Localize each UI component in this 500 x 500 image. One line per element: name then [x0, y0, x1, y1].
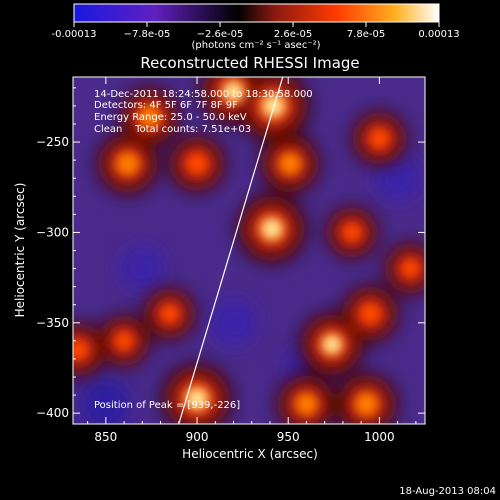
y-tick-label--300: −300: [36, 225, 69, 239]
chart-title: Reconstructed RHESSI Image: [140, 54, 359, 72]
info-energy-range: Energy Range: 25.0 - 50.0 keV: [94, 112, 247, 123]
colorbar-unit-label: (photons cm⁻² s⁻¹ asec⁻²): [191, 40, 320, 51]
source-mid-11: [369, 128, 390, 149]
y-axis-label: Heliocentric Y (arcsec): [13, 183, 27, 318]
source-mid-5: [138, 105, 162, 129]
plot-area: 850 900 950 1000 −250 −300 −350 −400: [36, 76, 426, 444]
source-core-2: [264, 221, 280, 237]
dim-region-0: [119, 245, 165, 292]
colorbar-tick-label-3: 2.6e-05: [274, 29, 312, 40]
info-detectors: Detectors: 4F 5F 6F 7F 8F 9F: [94, 100, 238, 111]
source-mid-17: [400, 259, 420, 279]
y-tick-label--250: −250: [36, 135, 69, 149]
colorbar: -0.00013 −7.8e-05 −2.6e-05 2.6e-05 7.8e-05 0.…: [52, 3, 460, 51]
colorbar-tick-label-4: 7.8e-05: [347, 29, 385, 40]
colorbar-gradient: [73, 3, 440, 23]
source-mid-7: [278, 152, 302, 176]
source-mid-16: [342, 222, 362, 242]
dim-region-2: [209, 299, 258, 347]
y-tick-label--350: −350: [36, 316, 69, 330]
source-mid-10: [294, 392, 318, 416]
source-mid-4: [115, 151, 140, 176]
source-mid-15: [160, 304, 180, 324]
source-mid-9: [354, 391, 379, 417]
source-core-0: [189, 390, 205, 407]
position-of-peak: Position of Peak = [939,-226]: [94, 400, 240, 411]
observation-info: 14-Dec-2011 18:24:58.000 to 18:30:58.000…: [94, 89, 313, 411]
x-tick-label-850: 850: [94, 430, 117, 444]
source-mid-14: [114, 331, 134, 351]
colorbar-tick-label-2: −2.6e-05: [197, 29, 244, 40]
footer-date: 18-Aug-2013 08:04: [399, 486, 496, 497]
solar-limb-line: [178, 77, 284, 424]
info-clean-counts: Clean Total counts: 7.51e+03: [94, 124, 251, 135]
colorbar-tick-label-5: 0.00013: [418, 29, 459, 40]
source-core-8: [325, 337, 339, 352]
source-core-1: [226, 84, 241, 99]
x-tick-label-1000: 1000: [364, 430, 395, 444]
x-tick-label-900: 900: [186, 430, 209, 444]
y-tick-label--400: −400: [36, 406, 69, 420]
colorbar-tick-label-1: −7.8e-05: [124, 29, 171, 40]
dim-region-3: [373, 154, 422, 202]
dim-region-1: [81, 379, 131, 424]
source-mid-6: [186, 152, 208, 175]
source-mid-13: [73, 339, 89, 361]
info-time-range: 14-Dec-2011 18:24:58.000 to 18:30:58.000: [94, 89, 313, 100]
colorbar-tick-label-0: -0.00013: [52, 29, 97, 40]
x-axis-label: Heliocentric X (arcsec): [182, 447, 318, 461]
x-tick-label-950: 950: [277, 430, 300, 444]
source-mid-12: [359, 302, 382, 325]
